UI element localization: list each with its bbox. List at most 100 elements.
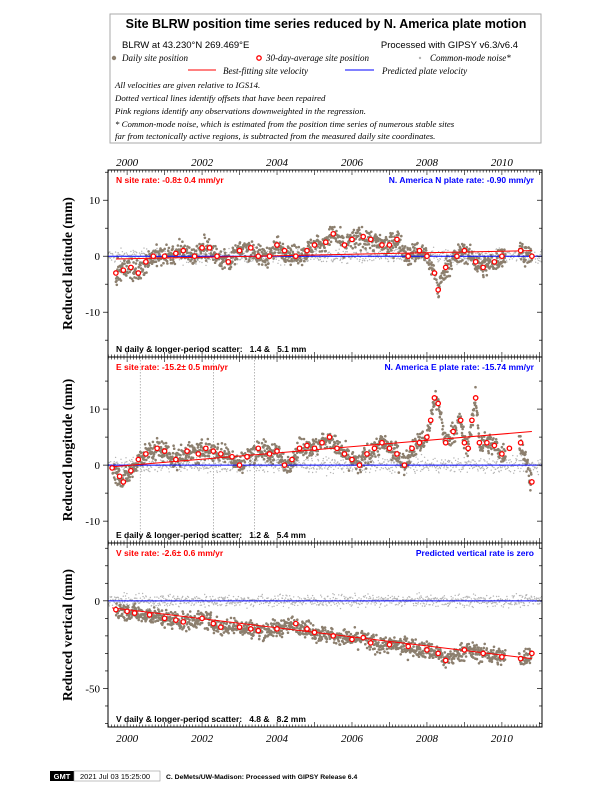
- cmn-point: [449, 460, 451, 462]
- cmn-point: [201, 465, 204, 467]
- daily-point: [466, 437, 469, 441]
- cmn-point: [467, 260, 469, 262]
- cmn-point: [302, 257, 304, 260]
- daily-point: [519, 258, 523, 261]
- cmn-point: [314, 257, 316, 259]
- cmn-point: [459, 257, 462, 259]
- daily-point: [125, 264, 128, 268]
- cmn-point: [197, 468, 199, 470]
- cmn-point: [427, 467, 429, 469]
- avg30-point: [416, 439, 423, 446]
- daily-point: [428, 429, 431, 432]
- avg30-point: [311, 445, 318, 452]
- daily-point: [431, 408, 434, 412]
- avg30-point: [499, 451, 505, 457]
- y-tick-label: 10: [89, 195, 101, 207]
- daily-point: [360, 458, 364, 462]
- daily-point: [192, 261, 195, 265]
- cmn-point: [231, 468, 234, 470]
- daily-point: [450, 442, 454, 445]
- daily-point: [254, 455, 258, 458]
- avg30-point: [150, 253, 157, 260]
- daily-marker-icon: [111, 55, 117, 61]
- cmn-point: [390, 462, 392, 464]
- daily-point: [501, 457, 504, 461]
- daily-point: [405, 449, 408, 452]
- cmn-point: [374, 252, 376, 254]
- daily-point: [461, 259, 464, 262]
- cmn-point: [123, 463, 126, 465]
- cmn-point: [119, 254, 121, 256]
- daily-point: [127, 473, 130, 477]
- cmn-point: [322, 457, 325, 460]
- cmn-point: [196, 467, 199, 469]
- daily-point: [171, 245, 175, 248]
- daily-point: [437, 295, 441, 298]
- daily-point: [167, 249, 170, 253]
- cmn-point: [521, 465, 523, 467]
- cmn-point: [302, 462, 304, 464]
- daily-point: [187, 441, 191, 444]
- cmn-point: [374, 465, 376, 467]
- cmn-point: [508, 470, 510, 472]
- cmn-point: [110, 259, 113, 261]
- cmn-point: [265, 461, 267, 463]
- cmn-point: [536, 258, 539, 260]
- avg30-point: [322, 239, 329, 246]
- daily-point: [128, 475, 132, 479]
- daily-point: [383, 447, 386, 450]
- cmn-point: [434, 253, 436, 255]
- daily-point: [495, 256, 499, 260]
- daily-point: [210, 444, 214, 447]
- daily-point: [196, 446, 200, 449]
- daily-point: [441, 428, 444, 431]
- cmn-point: [240, 258, 242, 260]
- daily-point: [194, 260, 197, 263]
- daily-point: [235, 257, 239, 261]
- cmn-point: [159, 466, 161, 469]
- cmn-point: [366, 260, 369, 262]
- cmn-point: [199, 261, 201, 263]
- daily-point: [208, 442, 211, 446]
- cmn-point: [505, 259, 508, 261]
- daily-point: [467, 440, 470, 443]
- cmn-point: [236, 471, 238, 473]
- cmn-point: [143, 247, 145, 249]
- cmn-point: [176, 463, 178, 465]
- daily-point: [302, 453, 305, 457]
- avg30-point: [143, 258, 149, 265]
- avg30-point: [304, 247, 310, 254]
- daily-point: [170, 252, 173, 255]
- avg30-point: [120, 267, 127, 274]
- daily-point: [260, 441, 264, 445]
- cmn-point: [457, 461, 459, 463]
- cmn-point: [522, 462, 524, 465]
- cmn-point: [431, 466, 433, 468]
- cmn-point: [506, 251, 509, 254]
- daily-point: [438, 415, 442, 419]
- daily-point: [289, 248, 293, 252]
- cmn-point: [335, 249, 337, 252]
- cmn-point: [335, 462, 337, 465]
- daily-point: [490, 447, 493, 451]
- daily-point: [526, 458, 529, 462]
- cmn-point: [522, 470, 525, 472]
- cmn-point: [455, 250, 457, 252]
- cmn-point: [216, 470, 218, 472]
- daily-point: [201, 449, 204, 452]
- daily-point: [266, 459, 269, 463]
- cmn-point: [267, 250, 269, 253]
- daily-point: [437, 283, 441, 286]
- cmn-point: [120, 458, 122, 460]
- cmn-point: [359, 258, 361, 261]
- daily-point: [213, 261, 217, 265]
- cmn-point: [253, 466, 256, 468]
- daily-point: [358, 468, 362, 472]
- daily-point: [262, 446, 265, 449]
- cmn-point: [509, 471, 512, 473]
- cmn-point: [310, 256, 312, 258]
- cmn-point: [199, 467, 201, 469]
- cmn-point: [414, 470, 416, 473]
- daily-point: [260, 250, 264, 254]
- daily-point: [135, 469, 138, 472]
